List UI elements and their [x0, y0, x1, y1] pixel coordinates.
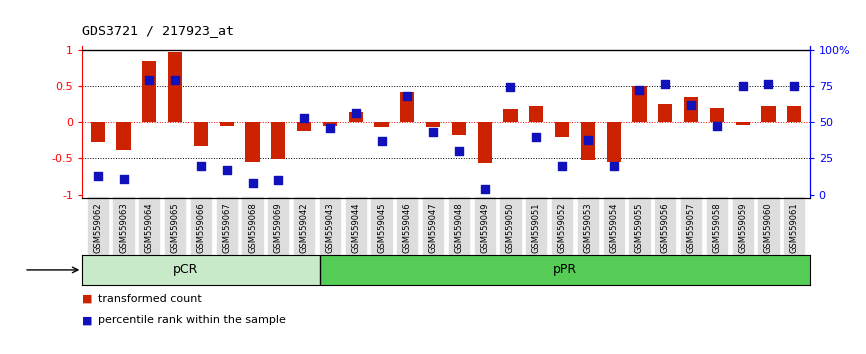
Bar — [710, 108, 724, 122]
Point — [503, 85, 517, 90]
Bar — [245, 122, 260, 162]
Bar — [787, 106, 801, 122]
Bar — [400, 92, 415, 122]
Text: pPR: pPR — [553, 263, 577, 276]
Point — [349, 110, 363, 116]
Point — [787, 83, 801, 89]
Text: percentile rank within the sample: percentile rank within the sample — [98, 315, 286, 325]
Text: ■: ■ — [82, 294, 93, 304]
Point — [710, 124, 724, 129]
Bar — [323, 122, 337, 126]
Point — [271, 177, 285, 183]
Bar — [220, 122, 234, 126]
Bar — [320, 255, 810, 285]
Text: pCR: pCR — [172, 263, 198, 276]
Bar — [82, 255, 320, 285]
Point — [684, 102, 698, 108]
Text: transformed count: transformed count — [98, 294, 202, 304]
Bar — [374, 122, 389, 127]
Bar — [658, 104, 672, 122]
Point — [323, 125, 337, 131]
Bar — [168, 52, 182, 122]
Bar — [477, 122, 492, 163]
Bar — [555, 122, 569, 137]
Point — [194, 163, 208, 169]
Point — [452, 148, 466, 154]
Point — [426, 130, 440, 135]
Point — [142, 77, 156, 83]
Bar — [116, 122, 131, 150]
Bar — [426, 122, 440, 127]
Bar — [684, 97, 698, 122]
Point — [607, 163, 621, 169]
Point — [658, 82, 672, 87]
Text: ■: ■ — [82, 315, 93, 325]
Point — [246, 180, 260, 186]
Bar — [735, 122, 750, 125]
Bar — [91, 122, 105, 142]
Point — [91, 173, 105, 179]
Point — [555, 163, 569, 169]
Bar — [761, 106, 776, 122]
Bar — [581, 122, 595, 160]
Bar — [452, 122, 466, 135]
Point — [632, 87, 646, 93]
Point — [400, 93, 414, 99]
Point — [478, 186, 492, 192]
Point — [529, 134, 543, 139]
Point — [736, 83, 750, 89]
Bar — [142, 61, 157, 122]
Bar — [529, 106, 543, 122]
Bar — [632, 86, 647, 122]
Point — [581, 137, 595, 142]
Point — [168, 77, 182, 83]
Point — [375, 138, 389, 144]
Point — [297, 115, 311, 121]
Bar — [606, 122, 621, 162]
Bar — [194, 122, 208, 146]
Bar — [503, 109, 518, 122]
Bar — [297, 122, 311, 131]
Point — [117, 176, 131, 182]
Bar — [271, 122, 286, 159]
Text: GDS3721 / 217923_at: GDS3721 / 217923_at — [82, 24, 235, 37]
Point — [220, 167, 234, 173]
Bar — [349, 112, 363, 122]
Point — [761, 82, 775, 87]
